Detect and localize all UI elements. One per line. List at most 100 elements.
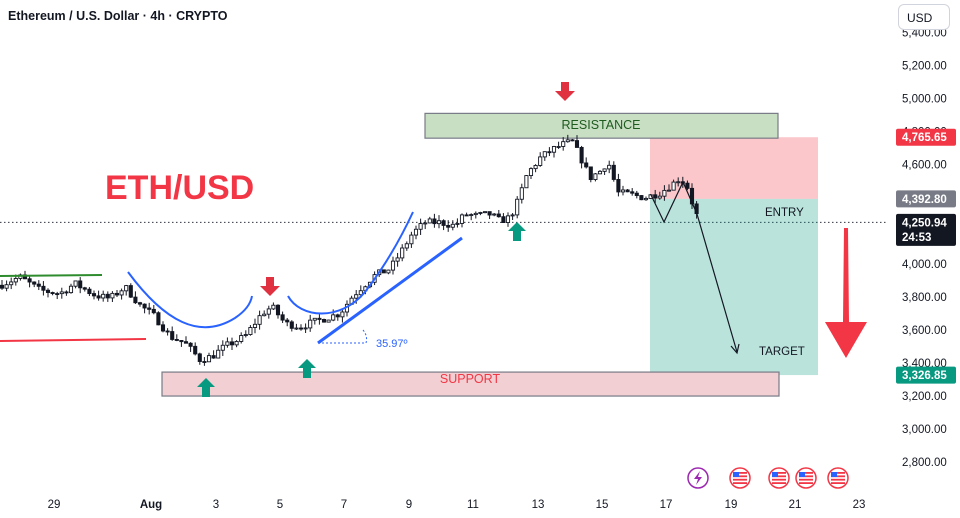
candle bbox=[607, 160, 612, 174]
candle bbox=[482, 211, 488, 214]
flag-stripe bbox=[772, 478, 786, 481]
candle-body bbox=[114, 292, 120, 296]
candle-body bbox=[685, 182, 690, 189]
candle bbox=[36, 280, 41, 291]
flag-stripe bbox=[733, 475, 747, 478]
candle-body bbox=[666, 189, 672, 192]
big-down-arrow-icon bbox=[825, 228, 867, 358]
candle-body bbox=[607, 164, 612, 170]
candle bbox=[188, 342, 193, 352]
candle bbox=[248, 325, 253, 336]
candle bbox=[243, 330, 248, 338]
candle bbox=[105, 291, 110, 302]
candle-body bbox=[473, 212, 478, 216]
flag-stripe bbox=[772, 475, 786, 478]
zigzag-line bbox=[650, 180, 698, 224]
candle-body bbox=[105, 293, 110, 299]
price-tag bbox=[896, 128, 956, 146]
candle-body bbox=[455, 222, 460, 225]
candle bbox=[124, 284, 129, 296]
angle-arc bbox=[318, 329, 368, 344]
candle bbox=[340, 309, 345, 323]
price-tag-label: 4,765.65 bbox=[902, 132, 947, 144]
candle-body bbox=[119, 290, 124, 296]
candle bbox=[289, 320, 294, 332]
candle-body bbox=[179, 340, 184, 343]
candle-body bbox=[505, 215, 511, 223]
candle-body bbox=[450, 223, 455, 228]
candle-body bbox=[395, 257, 400, 262]
candle bbox=[294, 323, 299, 331]
candle-body bbox=[147, 307, 152, 310]
price-tag bbox=[896, 190, 956, 208]
candle-body bbox=[64, 291, 69, 294]
flag-stripe bbox=[772, 472, 786, 474]
candle-body bbox=[285, 319, 290, 323]
candle-body bbox=[469, 214, 474, 217]
candle bbox=[280, 311, 285, 324]
candle-body bbox=[308, 319, 313, 329]
candle-body bbox=[87, 288, 92, 295]
candle bbox=[41, 281, 46, 296]
candle-body bbox=[312, 317, 317, 321]
candle-body bbox=[381, 269, 386, 274]
price-tag-label: 4,392.80 bbox=[902, 194, 947, 206]
candle bbox=[321, 318, 327, 323]
flag-icon bbox=[795, 467, 817, 489]
time-tick-label: 21 bbox=[789, 499, 802, 511]
price-tag bbox=[896, 366, 956, 384]
candle bbox=[400, 244, 405, 262]
candle-body bbox=[478, 212, 483, 214]
currency-button[interactable]: USD bbox=[898, 4, 950, 30]
candle bbox=[262, 310, 267, 317]
candle bbox=[225, 337, 230, 348]
price-tag bbox=[896, 213, 956, 246]
candle-body bbox=[653, 194, 658, 199]
candle-body bbox=[50, 292, 55, 295]
candle bbox=[524, 174, 529, 189]
candle-body bbox=[82, 287, 87, 290]
candle-body bbox=[101, 293, 106, 299]
time-tick-label: 5 bbox=[277, 499, 283, 511]
time-axis: 29 Aug 3 5 7 9 11 13 15 17 19 21 23 bbox=[48, 467, 866, 511]
candle-body bbox=[584, 162, 589, 168]
candle-body bbox=[556, 146, 561, 148]
candle-body bbox=[358, 290, 363, 296]
candle-body bbox=[59, 291, 64, 295]
candle-body bbox=[593, 173, 598, 181]
candle-body bbox=[151, 308, 156, 314]
price-axis: 2,800.003,000.003,200.003,400.003,600.00… bbox=[896, 27, 956, 469]
candle bbox=[32, 281, 37, 288]
candle-body bbox=[160, 324, 166, 332]
candle-body bbox=[620, 189, 626, 193]
candle bbox=[459, 213, 465, 228]
candle bbox=[96, 290, 101, 301]
candle bbox=[630, 188, 635, 196]
time-tick-label: 23 bbox=[853, 499, 866, 511]
candle-body bbox=[27, 278, 32, 283]
candle-body bbox=[510, 214, 515, 217]
candle-body bbox=[193, 345, 198, 355]
candle-body bbox=[616, 178, 621, 193]
candle bbox=[395, 252, 400, 267]
candle bbox=[441, 219, 446, 231]
candle bbox=[0, 279, 5, 290]
curve-left bbox=[127, 271, 253, 329]
candle-body bbox=[36, 283, 41, 287]
red-horizontal-line bbox=[0, 338, 147, 342]
flag-icon bbox=[729, 467, 751, 489]
flag-stripe bbox=[799, 478, 813, 481]
candle-body bbox=[174, 339, 179, 341]
candle bbox=[197, 352, 202, 365]
candle bbox=[170, 326, 175, 341]
price-tick-label: 2,800.00 bbox=[902, 457, 947, 469]
candle bbox=[492, 213, 497, 217]
candle-body bbox=[570, 139, 575, 142]
candle-body bbox=[45, 289, 51, 293]
candle bbox=[409, 231, 414, 248]
candle bbox=[533, 164, 538, 173]
candle-body bbox=[298, 327, 304, 330]
candle-body bbox=[0, 284, 5, 289]
